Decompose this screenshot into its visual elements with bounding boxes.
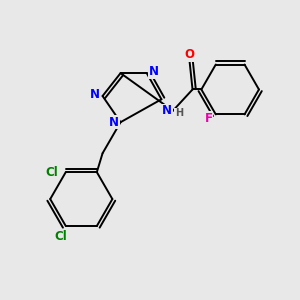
Text: Cl: Cl <box>55 230 67 243</box>
Text: Cl: Cl <box>46 166 59 179</box>
Text: F: F <box>205 112 213 125</box>
Text: N: N <box>162 104 172 117</box>
Text: N: N <box>109 116 119 129</box>
Text: N: N <box>90 88 100 101</box>
Text: N: N <box>149 65 159 78</box>
Text: H: H <box>175 108 183 118</box>
Text: O: O <box>184 48 194 61</box>
